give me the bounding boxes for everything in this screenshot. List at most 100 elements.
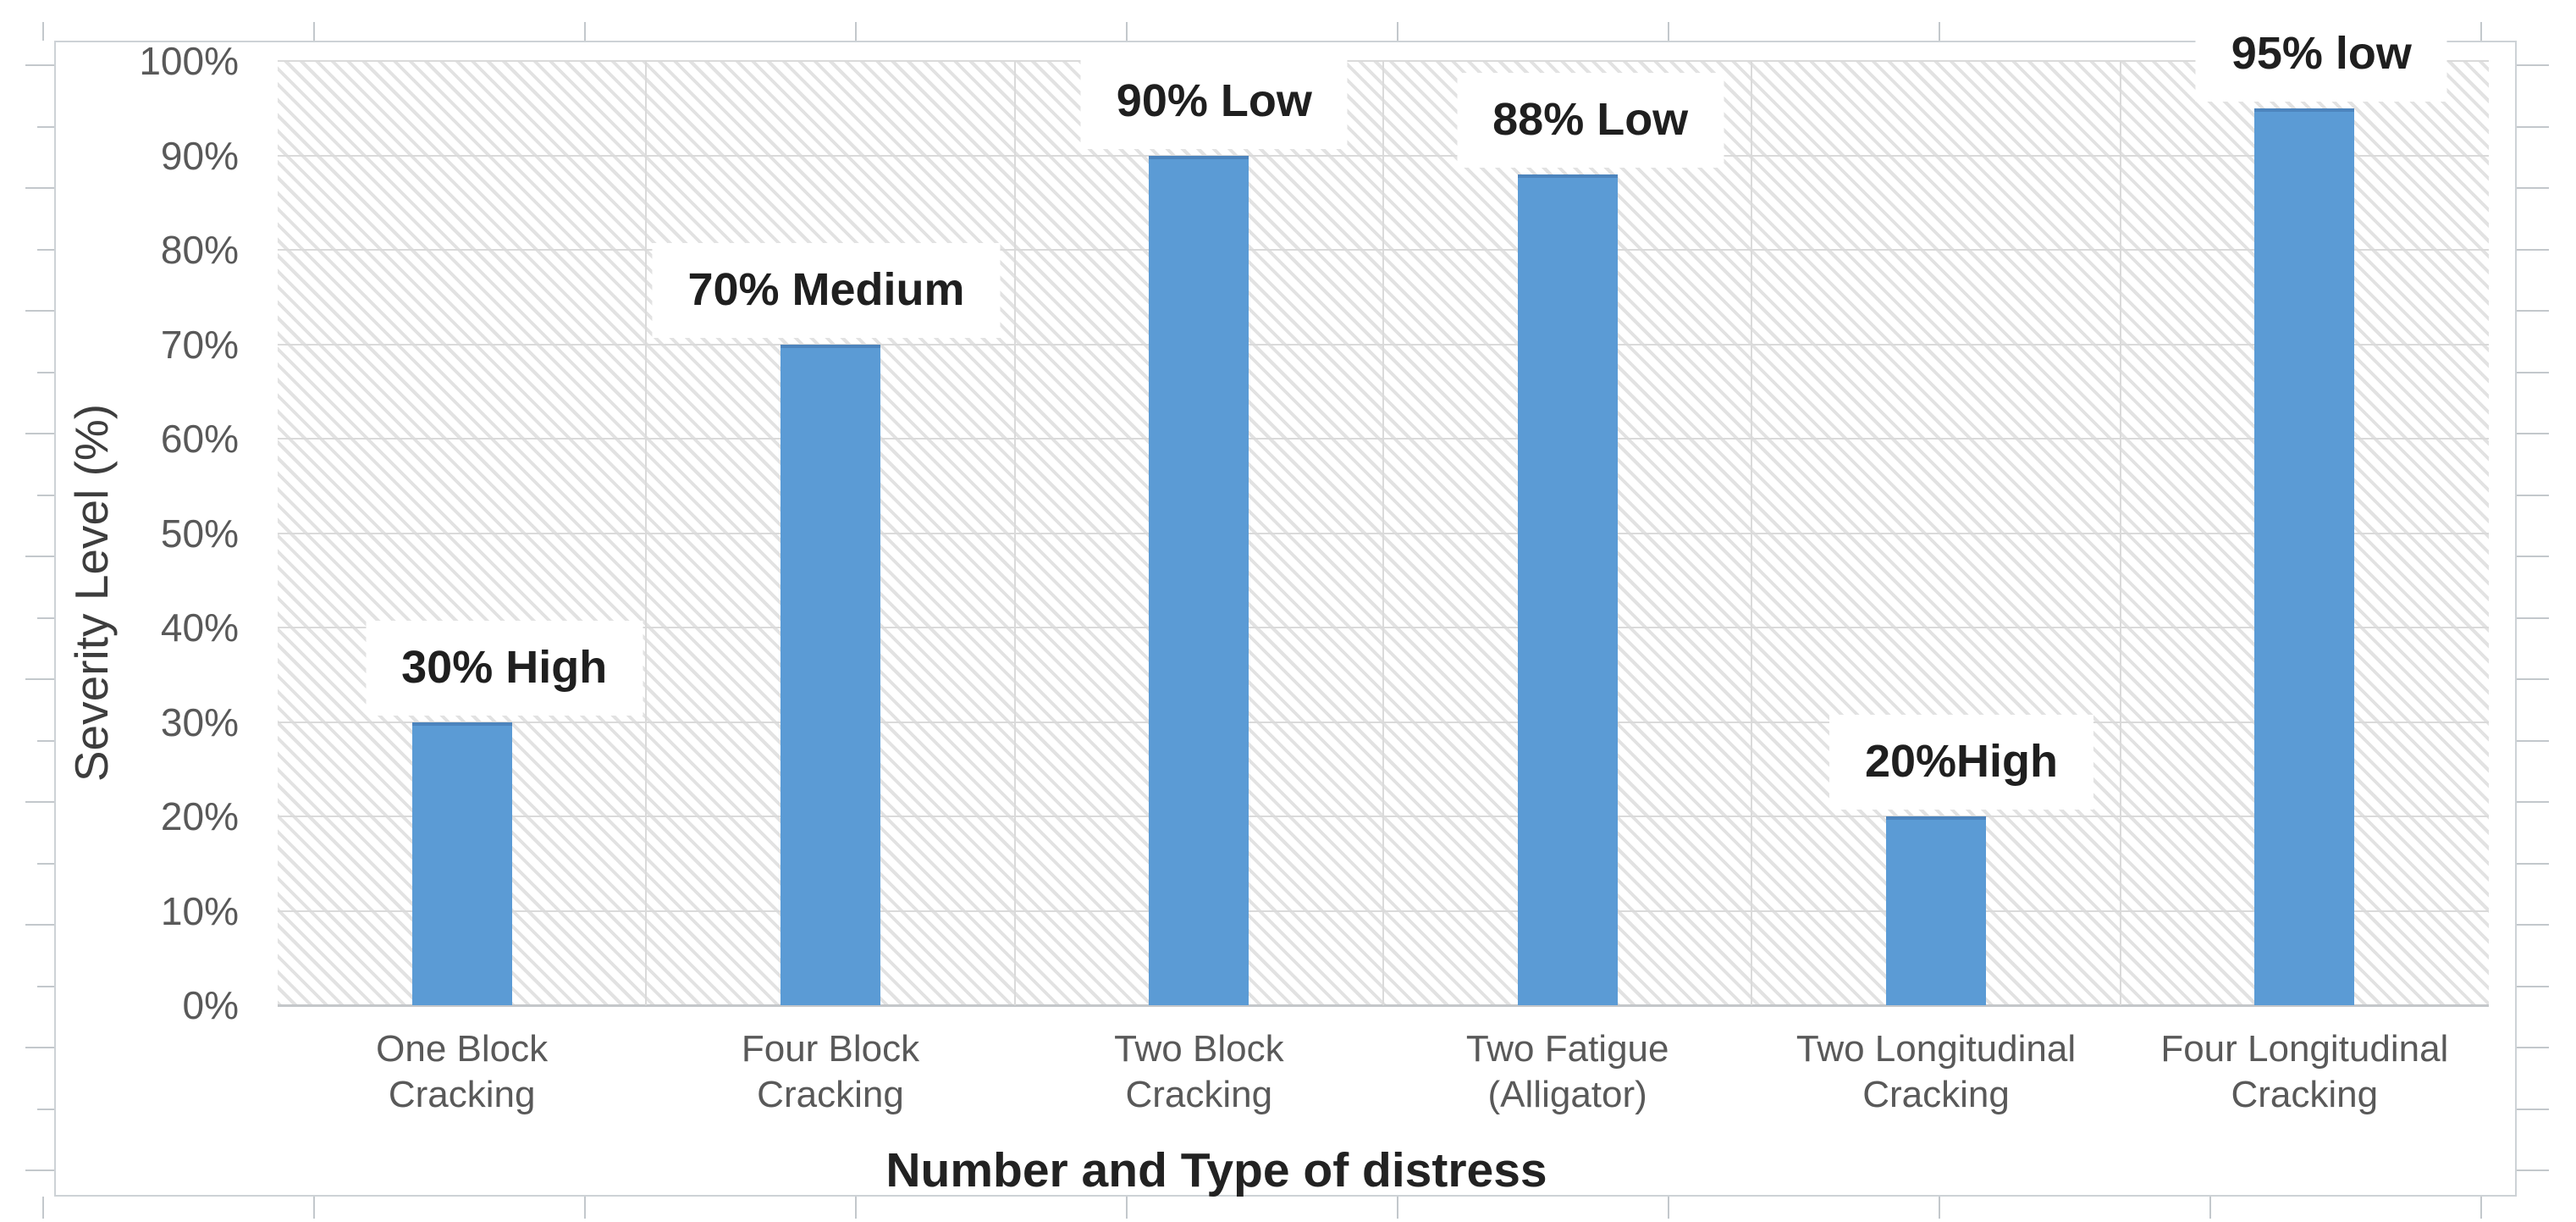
- gridline-vertical: [645, 61, 648, 1005]
- bar-one-block-cracking: [411, 722, 512, 1005]
- y-tick-label: 90%: [160, 133, 239, 178]
- frame-tick-left: [25, 556, 54, 557]
- frame-tick-right: [2517, 64, 2549, 66]
- x-axis-title: Number and Type of distress: [885, 1143, 1547, 1197]
- frame-tick-bottom: [584, 1197, 586, 1219]
- frame-tick-right: [2517, 433, 2549, 434]
- frame-tick-bottom: [2480, 1197, 2482, 1219]
- bar-value-label: 70% Medium: [652, 242, 1001, 338]
- y-tick-label: 60%: [160, 417, 239, 461]
- frame-tick-right: [2517, 1047, 2549, 1048]
- y-tick-label: 10%: [160, 888, 239, 933]
- frame-tick-left: [25, 433, 54, 434]
- frame-tick-right: [2517, 248, 2549, 251]
- bar-value-label: 90% Low: [1080, 53, 1348, 149]
- frame-tick-bottom: [1939, 1197, 1940, 1219]
- frame-tick-left: [37, 739, 54, 742]
- frame-tick-left: [37, 1108, 54, 1110]
- category-label-line: Cracking: [1125, 1074, 1273, 1115]
- frame-tick-right: [2517, 617, 2549, 619]
- bar-value-label: 88% Low: [1457, 72, 1724, 168]
- bar-value-label: 20%High: [1829, 715, 2094, 810]
- frame-tick-top: [2480, 22, 2482, 41]
- frame-tick-left: [37, 617, 54, 619]
- category-label-line: One Block: [376, 1028, 549, 1070]
- y-tick-label: 30%: [160, 699, 239, 744]
- frame-tick-right: [2517, 371, 2549, 373]
- bar-four-longitudinal-cracking: [2254, 108, 2355, 1005]
- frame-tick-right: [2517, 739, 2549, 742]
- frame-tick-right: [2517, 924, 2549, 926]
- category-tick-label: Two Block Cracking: [1114, 1026, 1284, 1118]
- frame-tick-top: [1668, 22, 1669, 41]
- category-label-line: Two Block: [1114, 1028, 1284, 1070]
- category-tick-label: Four Longitudinal Cracking: [2160, 1026, 2448, 1118]
- frame-tick-left: [37, 985, 54, 987]
- frame-tick-left: [37, 371, 54, 373]
- frame-tick-left: [25, 801, 54, 803]
- frame-tick-left: [25, 924, 54, 926]
- y-tick-label: 40%: [160, 605, 239, 650]
- bar-value-label: 30% High: [366, 620, 643, 716]
- category-label-line: Cracking: [757, 1074, 904, 1115]
- category-label-line: Four Block: [741, 1028, 920, 1070]
- y-tick-label: 70%: [160, 322, 239, 367]
- frame-tick-top: [42, 22, 44, 41]
- frame-tick-top: [1397, 22, 1398, 41]
- frame-tick-right: [2517, 1108, 2549, 1110]
- y-tick-label: 50%: [160, 511, 239, 556]
- frame-tick-right: [2517, 556, 2549, 557]
- frame-tick-right: [2517, 801, 2549, 803]
- gridline-vertical: [1751, 61, 1753, 1005]
- bar-four-block-cracking: [781, 344, 880, 1005]
- frame-tick-left: [25, 678, 54, 680]
- frame-tick-left: [25, 64, 54, 66]
- frame-tick-right: [2517, 985, 2549, 987]
- frame-tick-left: [37, 125, 54, 128]
- frame-tick-top: [855, 22, 857, 41]
- category-label-line: (Alligator): [1487, 1074, 1647, 1115]
- y-tick-label: 80%: [160, 228, 239, 272]
- frame-tick-bottom: [1126, 1197, 1128, 1219]
- frame-tick-bottom: [2209, 1197, 2211, 1219]
- bar-two-longitudinal-cracking: [1886, 816, 1986, 1005]
- y-tick-label: 20%: [160, 794, 239, 838]
- frame-tick-right: [2517, 1169, 2549, 1171]
- category-tick-label: Two Longitudinal Cracking: [1796, 1026, 2076, 1118]
- y-tick-label: 100%: [139, 39, 239, 83]
- category-label-line: Cracking: [2231, 1074, 2379, 1115]
- frame-tick-left: [37, 494, 54, 496]
- frame-tick-bottom: [313, 1197, 315, 1219]
- gridline-vertical: [1013, 61, 1016, 1005]
- category-tick-label: One Block Cracking: [376, 1026, 548, 1118]
- category-tick-label: Two Fatigue (Alligator): [1466, 1026, 1669, 1118]
- bar-two-block-cracking: [1149, 155, 1249, 1005]
- category-label-line: Two Fatigue: [1465, 1028, 1669, 1070]
- frame-tick-right: [2517, 125, 2549, 128]
- category-tick-label: Four Block Cracking: [742, 1026, 919, 1118]
- frame-tick-left: [25, 1169, 54, 1171]
- frame-tick-top: [313, 22, 315, 41]
- gridline-vertical: [1382, 61, 1384, 1005]
- frame-tick-top: [584, 22, 586, 41]
- frame-tick-bottom: [855, 1197, 857, 1219]
- category-label-line: Cracking: [388, 1074, 536, 1115]
- gridline-vertical: [2119, 61, 2121, 1005]
- category-label-line: Two Longitudinal: [1795, 1028, 2077, 1070]
- frame-tick-left: [25, 1047, 54, 1048]
- frame-tick-left: [25, 187, 54, 189]
- category-label-line: Four Longitudinal: [2160, 1028, 2449, 1070]
- frame-tick-bottom: [42, 1197, 44, 1219]
- bar-two-fatigue-alligator-: [1517, 174, 1618, 1005]
- frame-tick-bottom: [1668, 1197, 1669, 1219]
- frame-tick-left: [37, 248, 54, 251]
- frame-tick-left: [37, 862, 54, 865]
- frame-tick-right: [2517, 678, 2549, 680]
- bar-value-label: 95% low: [2195, 6, 2447, 102]
- frame-tick-top: [1939, 22, 1940, 41]
- frame-tick-right: [2517, 494, 2549, 496]
- frame-tick-right: [2517, 310, 2549, 312]
- frame-tick-right: [2517, 187, 2549, 189]
- frame-tick-bottom: [1397, 1197, 1398, 1219]
